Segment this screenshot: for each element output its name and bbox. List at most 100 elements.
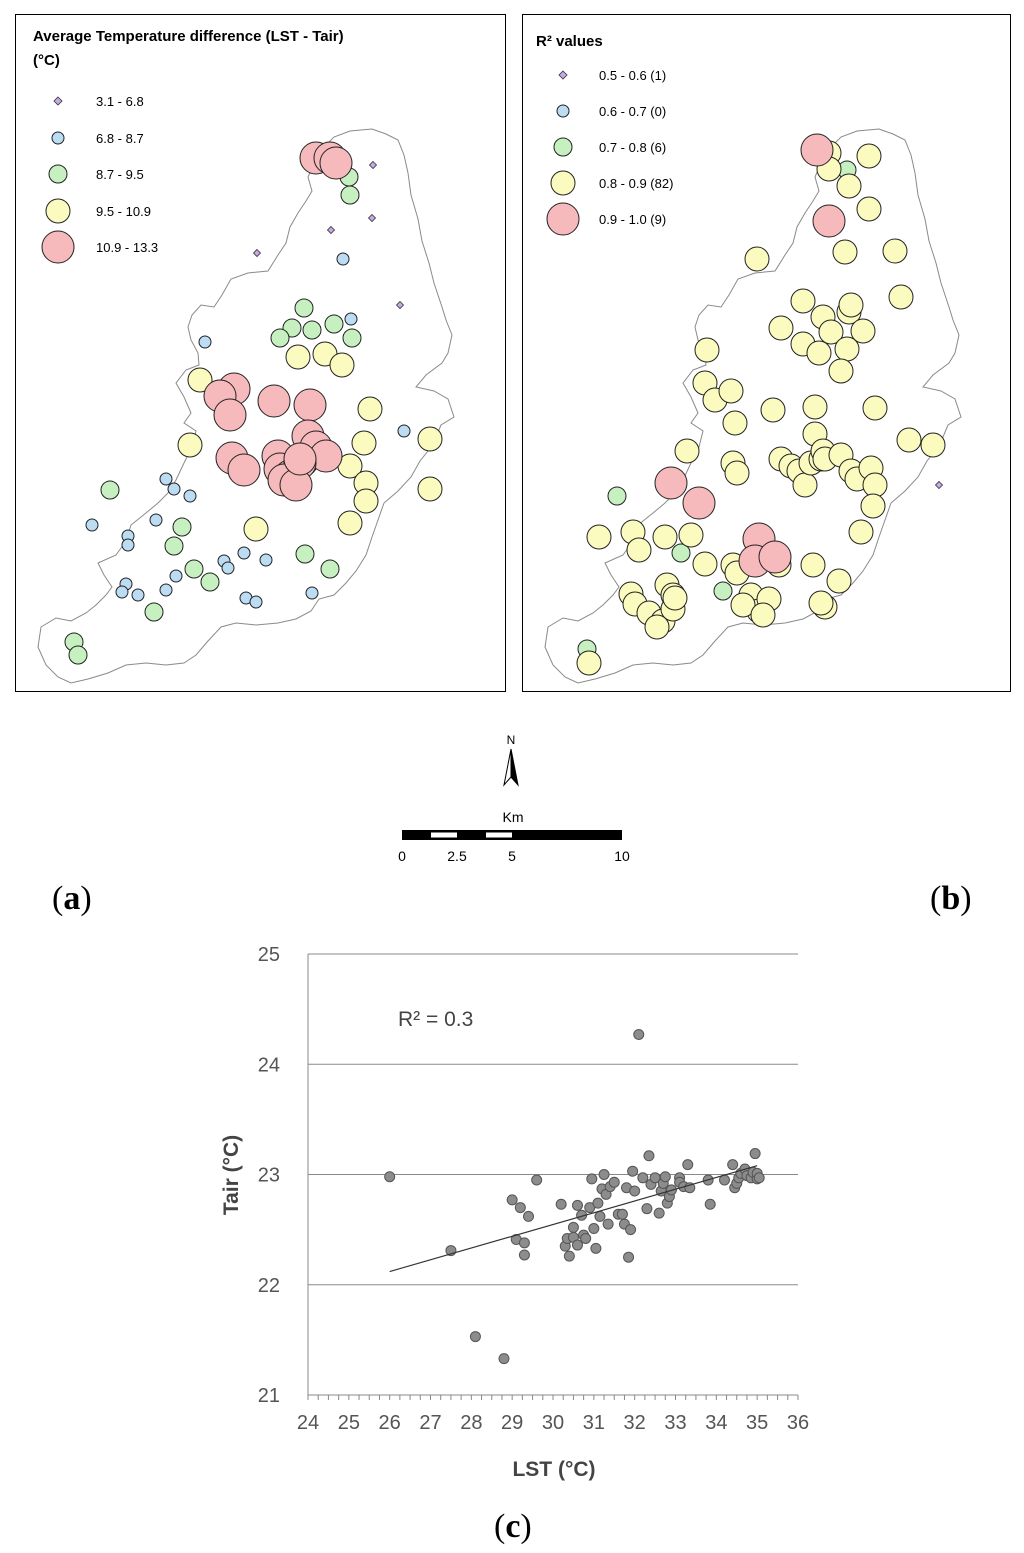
site-marker [340,185,360,205]
x-tick-label: 36 [787,1412,809,1434]
legend-label: 0.6 - 0.7 (0) [599,104,667,119]
data-point [627,1165,639,1177]
r2-annotation: R² = 0.3 [398,1008,473,1031]
caption-a: (a) [52,880,92,917]
x-tick-label: 26 [379,1412,401,1434]
legend-title-a-line1: Average Temperature difference (LST - Ta… [33,28,344,45]
site-marker [417,426,443,452]
site-marker [293,388,327,422]
data-point [608,1176,620,1188]
site-marker [934,480,944,490]
site-marker [167,482,181,496]
legend-label: 9.5 - 10.9 [96,203,151,219]
data-point [704,1198,716,1210]
site-marker [694,337,720,363]
site-marker [848,519,874,545]
region-boundary [37,128,455,684]
legend-item: 3.1 - 6.8 [16,91,316,125]
data-point [469,1331,481,1343]
data-point [518,1237,530,1249]
map-panel-a: Average Temperature difference (LST - Ta… [15,14,506,692]
data-point [653,1207,665,1219]
site-marker [198,335,212,349]
site-marker [397,424,411,438]
legend-label: 6.8 - 8.7 [96,130,144,146]
site-marker [295,544,315,564]
caption-c: (c) [494,1508,532,1545]
trendline [389,1165,758,1273]
site-marker [806,340,832,366]
site-marker [652,524,678,550]
legend-symbol [53,96,63,106]
legend-label: 3.1 - 6.8 [96,94,144,109]
data-point [753,1172,765,1184]
site-marker [682,486,716,520]
site-marker [237,546,251,560]
site-marker [257,384,291,418]
site-marker [862,395,888,421]
site-marker [337,510,363,536]
site-marker [200,572,220,592]
data-point [384,1171,396,1183]
site-marker [856,196,882,222]
caption-c-letter: c [505,1508,521,1545]
data-point [623,1251,635,1263]
data-point [602,1218,614,1230]
site-marker [351,430,377,456]
site-marker [353,488,379,514]
data-point [633,1028,645,1040]
y-axis-label: Tair (°C) [220,1135,243,1215]
site-marker [586,524,612,550]
site-marker [68,645,88,665]
scale-unit: Km [502,809,524,825]
site-marker [131,588,145,602]
scale-bar-graphic [402,830,622,840]
site-marker [790,288,816,314]
site-marker [678,522,704,548]
site-marker [172,517,192,537]
caption-a-letter: a [63,880,81,917]
site-marker [760,397,786,423]
site-marker [159,472,173,486]
site-marker [159,583,173,597]
scale-tick-0: 0 [398,848,406,864]
caption-b-letter: b [941,880,961,917]
site-marker [227,453,261,487]
site-marker [718,378,744,404]
x-tick-label: 33 [664,1412,686,1434]
data-point [588,1223,600,1235]
y-tick-label: 21 [258,1385,280,1407]
site-marker [722,410,748,436]
site-marker [302,320,322,340]
site-marker [882,238,908,264]
legend-label: 0.7 - 0.8 (6) [599,140,667,155]
site-marker [144,602,164,622]
data-point [641,1203,653,1215]
data-point [555,1198,567,1210]
data-point [572,1199,583,1211]
site-marker [792,472,818,498]
site-marker [724,460,750,486]
scatter-points [384,1028,765,1365]
site-marker [169,569,183,583]
site-marker [654,466,688,500]
scale-bar: Km 0 2.5 5 10 [395,805,635,867]
site-marker [344,312,358,326]
data-point [590,1242,602,1254]
legend-item: 6.8 - 8.7 [16,128,316,162]
legend-item: 10.9 - 13.3 [16,230,316,271]
site-marker [283,442,317,476]
legend-symbol [41,230,75,264]
legend-item: 0.5 - 0.6 (1) [523,65,823,99]
legend-symbol [558,70,568,80]
site-marker [818,319,844,345]
data-point [523,1210,534,1222]
tick-labels: 24 25 26 27 28 29 30 31 32 33 34 35 36 21 22 23 24 25 [258,944,809,1434]
site-marker [320,559,340,579]
legend-title-a-line2: (°C) [33,52,60,69]
legend-symbol [546,202,580,236]
site-marker [367,213,377,223]
data-point [563,1250,575,1262]
x-tick-label: 30 [542,1412,564,1434]
map-b-svg [544,128,962,684]
